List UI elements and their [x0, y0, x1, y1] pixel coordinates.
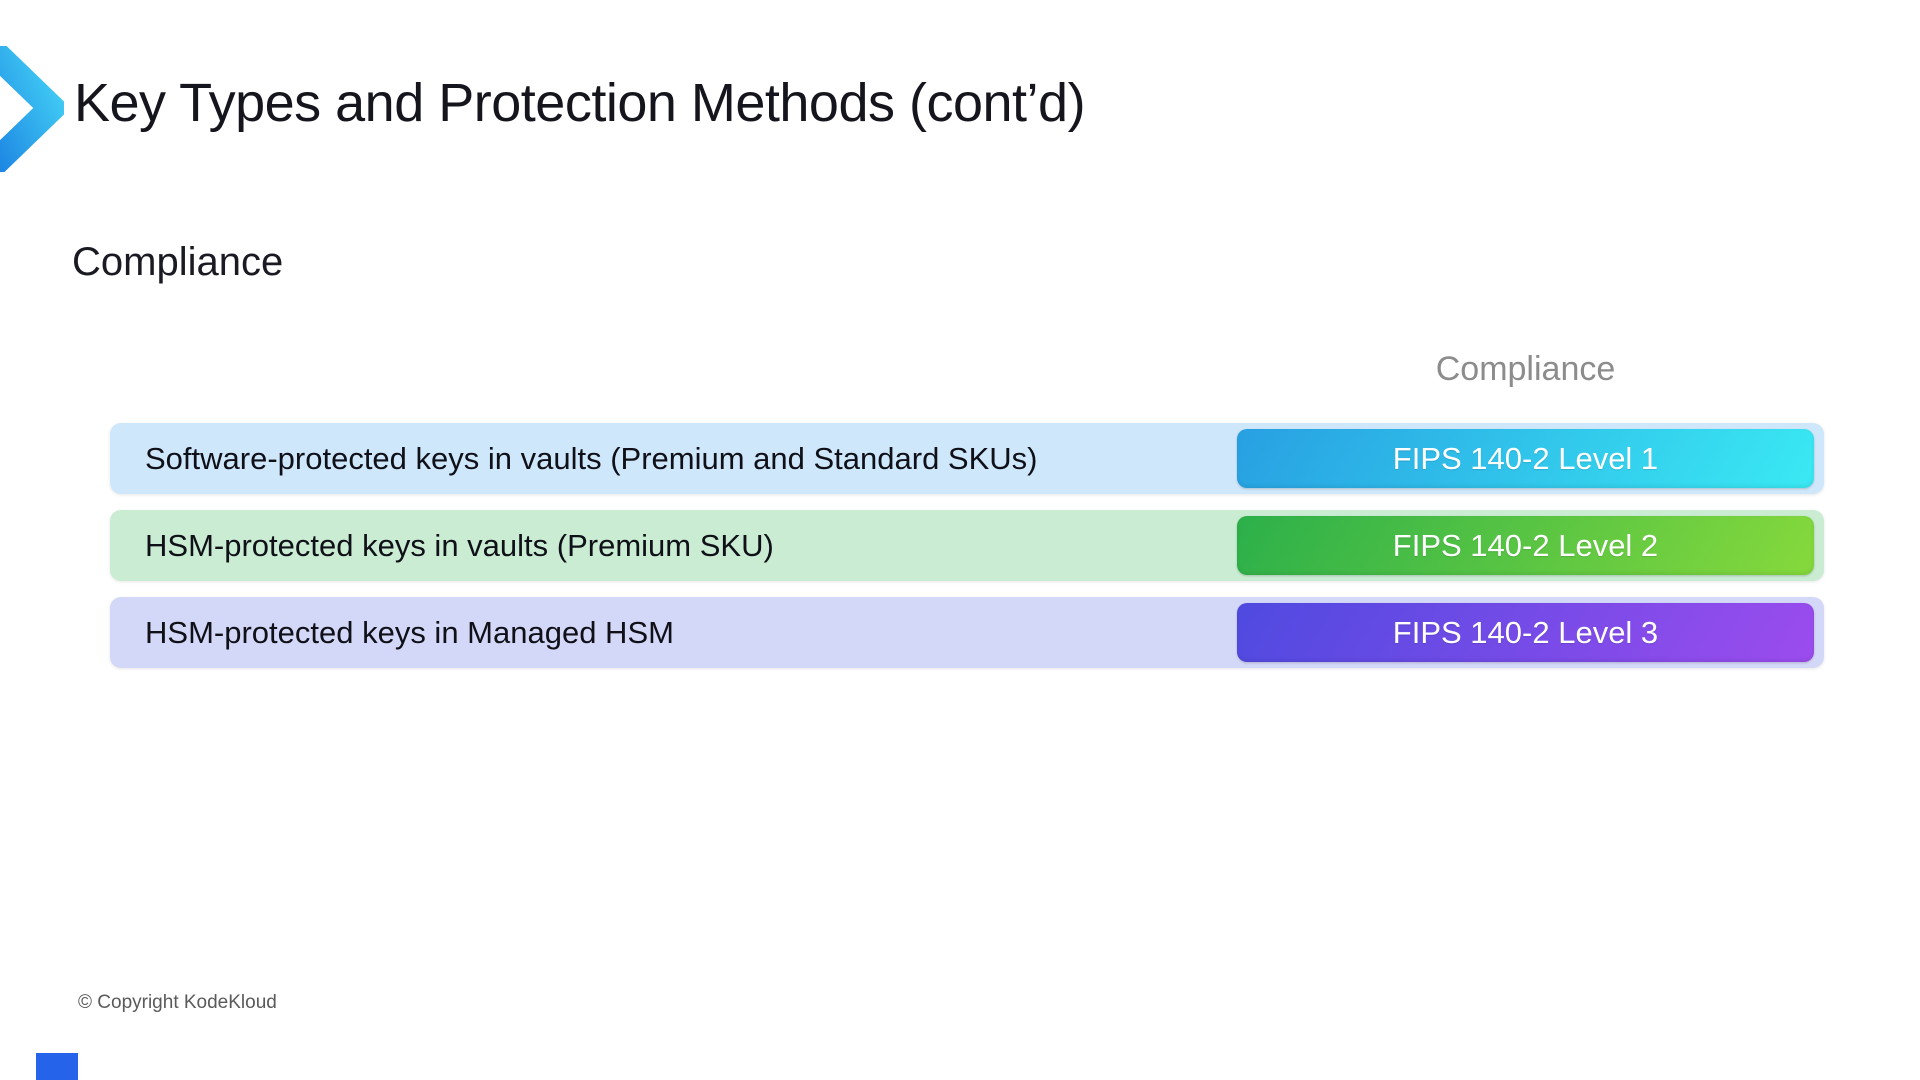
- slide-title: Key Types and Protection Methods (cont’d…: [74, 73, 1086, 133]
- table-row: HSM-protected keys in vaults (Premium SK…: [110, 510, 1824, 581]
- table-row: Software-protected keys in vaults (Premi…: [110, 423, 1824, 494]
- table-row: HSM-protected keys in Managed HSM FIPS 1…: [110, 597, 1824, 668]
- compliance-badge: FIPS 140-2 Level 1: [1237, 429, 1814, 488]
- copyright-text: © Copyright KodeKloud: [78, 992, 277, 1013]
- compliance-badge: FIPS 140-2 Level 2: [1237, 516, 1814, 575]
- row-label: HSM-protected keys in vaults (Premium SK…: [145, 527, 774, 563]
- row-label: HSM-protected keys in Managed HSM: [145, 614, 674, 650]
- chevron-accent-icon: [0, 46, 64, 172]
- section-heading: Compliance: [72, 240, 284, 284]
- corner-accent-rect: [36, 1053, 78, 1080]
- compliance-badge: FIPS 140-2 Level 3: [1237, 603, 1814, 662]
- row-label: Software-protected keys in vaults (Premi…: [145, 440, 1038, 476]
- compliance-column-header: Compliance: [1435, 350, 1616, 388]
